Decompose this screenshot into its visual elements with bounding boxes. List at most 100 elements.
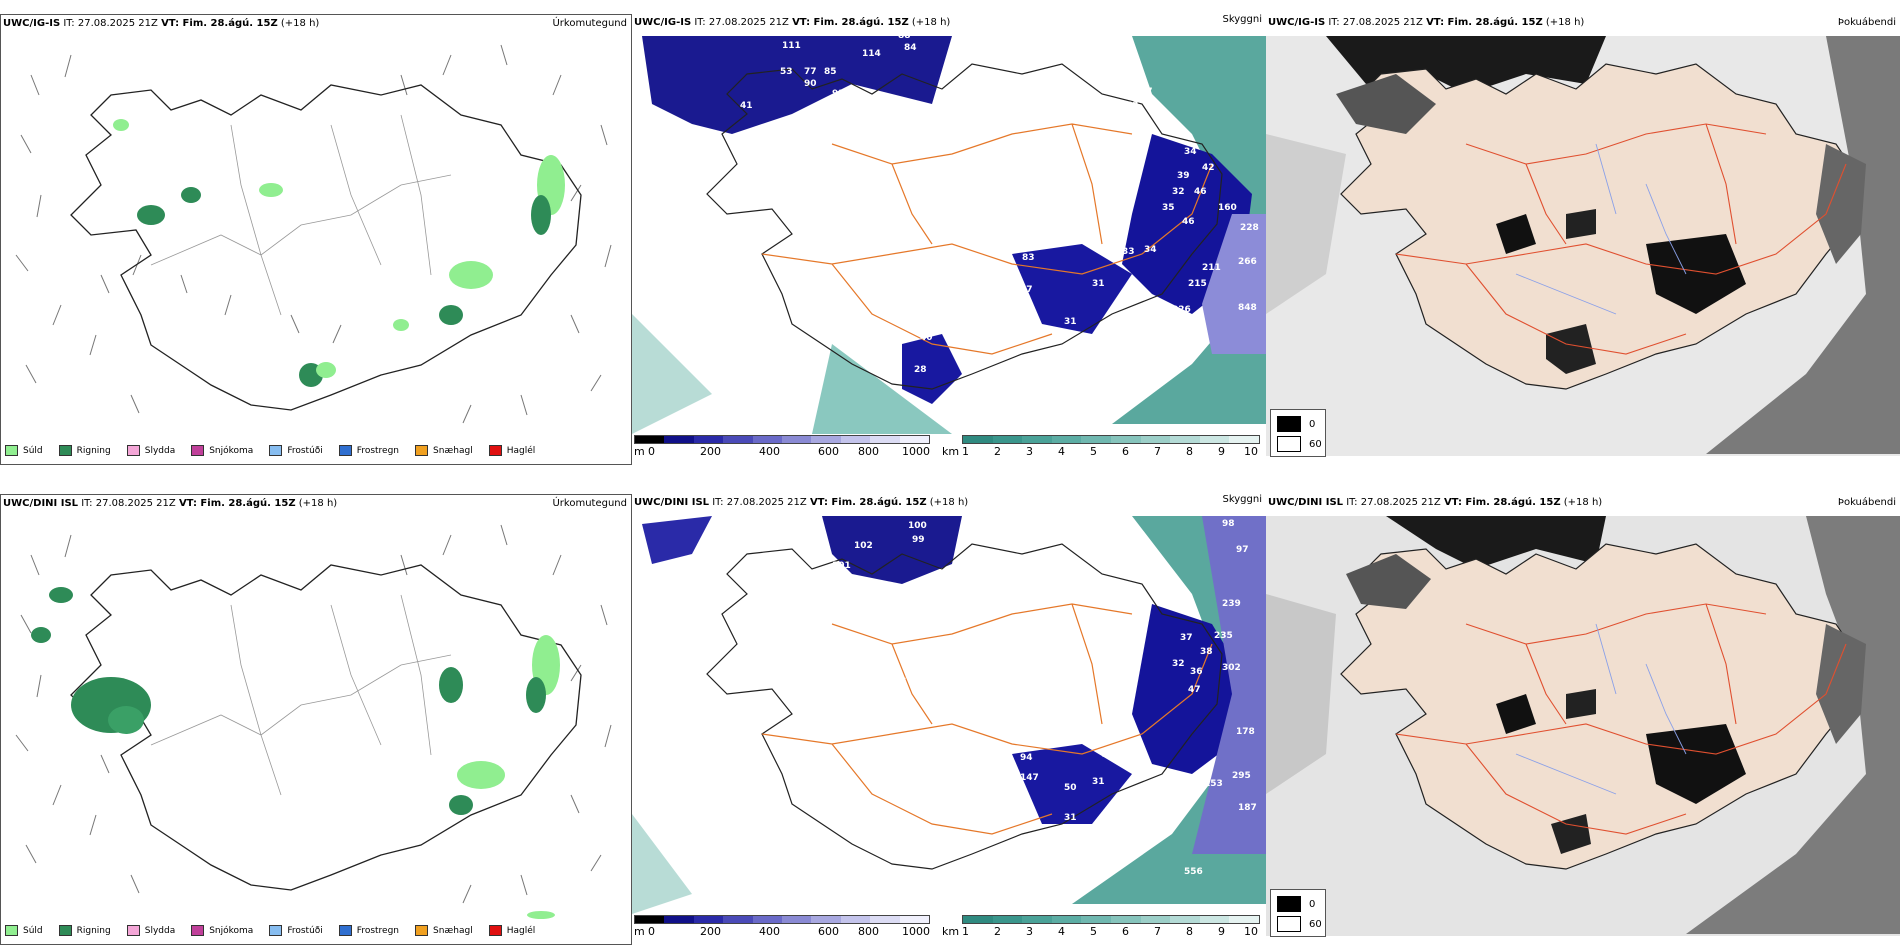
colorbar-tick: 4 — [1058, 445, 1065, 458]
colorbar-tick: 0 — [648, 925, 655, 938]
fog-legend-row: 60 — [1277, 916, 1322, 932]
svg-text:86: 86 — [894, 677, 907, 687]
init-time: IT: 27.08.2025 21Z — [63, 18, 158, 29]
legend-label: Súld — [23, 925, 43, 936]
svg-text:47: 47 — [1188, 685, 1201, 695]
panel-title: Skyggni — [1222, 14, 1262, 25]
svg-text:31: 31 — [1092, 777, 1105, 787]
low-cloud-south — [902, 334, 962, 404]
colorbar-tick: 7 — [1154, 925, 1161, 938]
svg-text:93: 93 — [832, 89, 845, 99]
valid-time: VT: Fim. 28.ágú. 15Z — [792, 17, 909, 28]
precip-map — [15, 44, 612, 424]
model-name: UWC/IG-IS — [634, 17, 692, 28]
svg-text:94: 94 — [1020, 753, 1033, 763]
svg-text:160: 160 — [1218, 203, 1237, 213]
legend-swatch — [269, 925, 283, 936]
svg-text:31: 31 — [1064, 317, 1077, 327]
svg-text:211: 211 — [1202, 263, 1221, 273]
fog-map — [1266, 516, 1900, 936]
colorbar-tick: 1000 — [902, 445, 930, 458]
svg-text:435: 435 — [1142, 311, 1161, 321]
svg-text:34: 34 — [1144, 245, 1157, 255]
legend-label: 0 — [1309, 418, 1316, 430]
init-time: IT: 27.08.2025 21Z — [81, 498, 176, 509]
svg-text:53: 53 — [780, 67, 793, 77]
low-cloud-east — [1132, 604, 1242, 774]
legend-item: Frostregn — [338, 445, 399, 456]
colorbar-unit: m — [634, 445, 645, 458]
svg-text:34: 34 — [1184, 147, 1197, 157]
svg-text:101: 101 — [832, 561, 851, 571]
panel-title: Skyggni — [1222, 494, 1262, 505]
svg-text:137: 137 — [952, 219, 971, 229]
svg-text:111: 111 — [782, 41, 801, 51]
colorbar-strip — [634, 915, 930, 924]
panel-title: Úrkomutegund — [552, 18, 627, 29]
legend-swatch — [269, 445, 283, 456]
model-name: UWC/IG-IS — [1268, 17, 1326, 28]
svg-text:32: 32 — [1172, 659, 1185, 669]
colorbar-strip — [962, 915, 1260, 924]
svg-text:153: 153 — [1204, 779, 1223, 789]
legend-item: Snjókoma — [191, 445, 253, 456]
legend-label: Frostúði — [287, 925, 323, 936]
colorbar-tick: 5 — [1090, 445, 1097, 458]
svg-text:38: 38 — [1122, 59, 1135, 69]
svg-text:556: 556 — [1184, 867, 1203, 877]
fog-east-coast — [1816, 144, 1866, 264]
high-cloud-east — [1192, 516, 1266, 854]
colorbar-tick: 8 — [1186, 925, 1193, 938]
roads — [761, 603, 1213, 835]
svg-text:33: 33 — [1122, 741, 1135, 751]
legend-swatch — [488, 445, 502, 456]
visibility-colorbar: km 1 2 3 4 5 6 7 8 9 10 — [942, 915, 1264, 939]
panel-title: Þokuábendi — [1837, 497, 1896, 508]
iceland-outline — [706, 63, 1223, 390]
svg-text:98: 98 — [1222, 519, 1235, 529]
svg-text:46: 46 — [1182, 217, 1195, 227]
legend-item: Slydda — [126, 925, 175, 936]
colorbar-tick: 800 — [858, 445, 879, 458]
svg-text:28: 28 — [914, 365, 927, 375]
legend-swatch — [1277, 416, 1301, 432]
svg-text:57: 57 — [772, 127, 785, 137]
colorbar-tick: 400 — [759, 925, 780, 938]
fog-legend-row: 0 — [1277, 416, 1315, 432]
fog-north-coast — [1336, 74, 1436, 134]
legend-swatch — [126, 445, 140, 456]
colorbar-tick: 5 — [1090, 925, 1097, 938]
legend-item: Haglél — [488, 925, 535, 936]
precip-legend: Súld Rigning Slydda Snjókoma Frostúði Fr… — [5, 445, 551, 456]
lead-time: (+18 h) — [929, 497, 969, 508]
svg-text:97: 97 — [1236, 545, 1249, 555]
lead-time: (+18 h) — [1563, 497, 1603, 508]
valid-time: VT: Fim. 28.ágú. 15Z — [1443, 497, 1561, 508]
fog-south — [1546, 324, 1596, 374]
legend-swatch — [126, 925, 140, 936]
iceland-outline — [706, 543, 1223, 870]
model-name: UWC/DINI ISL — [634, 497, 710, 508]
legend-swatch — [58, 445, 72, 456]
sea-fog-sw — [632, 314, 712, 434]
svg-text:102: 102 — [854, 541, 873, 551]
svg-text:147: 147 — [1020, 773, 1039, 783]
legend-item: Snjókoma — [191, 925, 253, 936]
lead-time: (+18 h) — [1545, 17, 1585, 28]
svg-text:31: 31 — [1064, 813, 1077, 823]
svg-text:39: 39 — [1177, 171, 1190, 181]
cloud-base-labels: 100 99 102 101 97 39 52 41 42 98 97 239 235 302 37… — [832, 519, 1257, 877]
dark-sea-north — [1326, 36, 1606, 94]
svg-text:38: 38 — [1200, 647, 1213, 657]
colorbar-tick: 9 — [1218, 445, 1225, 458]
legend-item: Súld — [5, 445, 43, 456]
sea-fog-south — [812, 344, 952, 434]
legend-item: Frostúði — [269, 925, 323, 936]
model-name: UWC/DINI ISL — [3, 498, 79, 509]
low-cloud-se — [1012, 244, 1132, 334]
legend-swatch — [5, 925, 18, 936]
legend-item: Snæhagl — [415, 925, 473, 936]
legend-label: Slydda — [144, 445, 176, 456]
rivers — [1515, 623, 1687, 795]
legend-label: 0 — [1309, 898, 1316, 910]
